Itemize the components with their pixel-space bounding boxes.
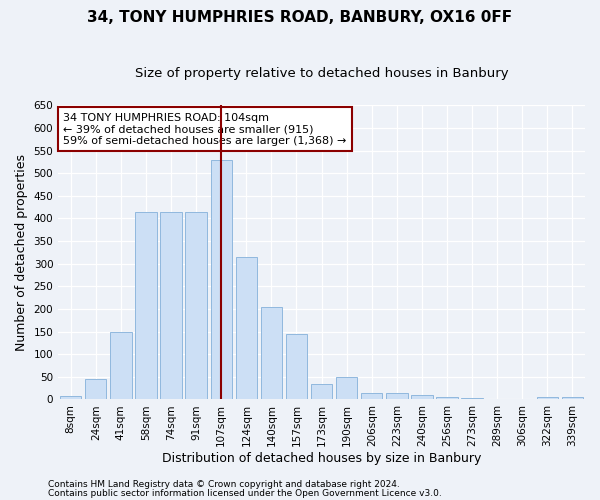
Bar <box>160 212 182 400</box>
Bar <box>85 379 106 400</box>
Bar <box>286 334 307 400</box>
Text: 34, TONY HUMPHRIES ROAD, BANBURY, OX16 0FF: 34, TONY HUMPHRIES ROAD, BANBURY, OX16 0… <box>88 10 512 25</box>
Bar <box>361 392 382 400</box>
Bar <box>436 397 458 400</box>
Title: Size of property relative to detached houses in Banbury: Size of property relative to detached ho… <box>135 68 508 80</box>
Bar <box>562 397 583 400</box>
Bar <box>211 160 232 400</box>
Bar <box>336 377 358 400</box>
Bar <box>537 397 558 400</box>
X-axis label: Distribution of detached houses by size in Banbury: Distribution of detached houses by size … <box>162 452 481 465</box>
Y-axis label: Number of detached properties: Number of detached properties <box>15 154 28 351</box>
Text: Contains public sector information licensed under the Open Government Licence v3: Contains public sector information licen… <box>48 488 442 498</box>
Bar <box>461 398 483 400</box>
Bar <box>136 212 157 400</box>
Bar <box>386 392 407 400</box>
Bar <box>512 398 533 400</box>
Bar <box>185 212 207 400</box>
Bar <box>60 396 82 400</box>
Bar <box>411 395 433 400</box>
Bar <box>236 257 257 400</box>
Bar <box>311 384 332 400</box>
Bar <box>487 398 508 400</box>
Text: Contains HM Land Registry data © Crown copyright and database right 2024.: Contains HM Land Registry data © Crown c… <box>48 480 400 489</box>
Text: 34 TONY HUMPHRIES ROAD: 104sqm
← 39% of detached houses are smaller (915)
59% of: 34 TONY HUMPHRIES ROAD: 104sqm ← 39% of … <box>64 112 347 146</box>
Bar <box>261 306 282 400</box>
Bar <box>110 332 131 400</box>
